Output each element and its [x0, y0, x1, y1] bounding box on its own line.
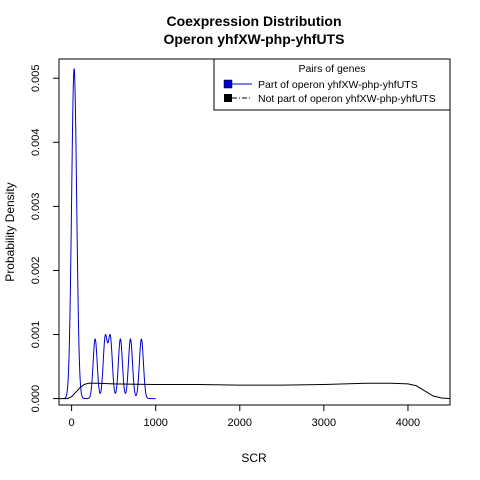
series-line-operon	[63, 68, 156, 400]
legend-entry-non-operon: Not part of operon yhfXW-php-yhfUTS	[258, 93, 436, 105]
legend-entry-operon: Part of operon yhfXW-php-yhfUTS	[258, 79, 418, 91]
legend-box	[213, 58, 451, 111]
chart-title: Coexpression Distribution	[166, 13, 341, 29]
y-tick-label: 0.005	[30, 64, 42, 92]
y-tick-label: 0.002	[30, 257, 42, 285]
y-tick-label: 0.004	[30, 129, 42, 157]
x-axis: 0 1000 2000 3000 4000	[69, 405, 420, 429]
legend-swatch-operon	[223, 79, 233, 89]
y-tick-label: 0.003	[30, 193, 42, 221]
x-tick-label: 3000	[312, 417, 336, 429]
y-tick-label: 0.000	[30, 385, 42, 413]
series-line-non-operon	[59, 382, 451, 400]
legend-title: Pairs of genes	[298, 63, 365, 75]
y-axis: 0.000 0.001 0.002 0.003 0.004 0.005	[30, 64, 59, 412]
x-tick-label: 4000	[396, 417, 420, 429]
x-tick-label: 0	[69, 417, 75, 429]
x-tick-label: 2000	[228, 417, 252, 429]
series-layer	[59, 68, 451, 400]
x-axis-label: SCR	[241, 451, 267, 465]
plot-frame	[58, 58, 451, 406]
y-axis-label: Probability Density	[3, 182, 17, 281]
x-tick-label: 1000	[143, 417, 167, 429]
y-tick-label: 0.001	[30, 321, 42, 349]
chart-subtitle: Operon yhfXW-php-yhfUTS	[164, 31, 345, 47]
legend-swatch-non-operon	[224, 94, 232, 102]
legend: Pairs of genes Part of operon yhfXW-php-…	[213, 58, 451, 111]
